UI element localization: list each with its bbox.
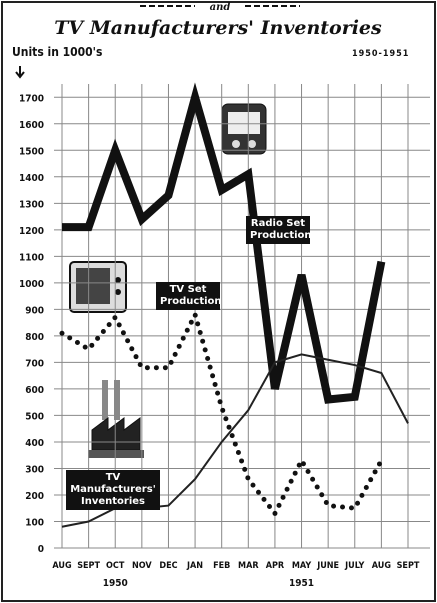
x-tick-label: JULY bbox=[344, 561, 364, 571]
tv-icon bbox=[70, 262, 126, 312]
x-tick-label: APR bbox=[266, 561, 285, 571]
y-tick-label: 100 bbox=[25, 517, 44, 528]
y-tick-label: 1700 bbox=[19, 93, 44, 104]
y-axis-label: Units in 1000's bbox=[12, 45, 102, 59]
y-tick-label: 200 bbox=[25, 491, 44, 502]
x-tick-label: SEPT bbox=[77, 561, 100, 571]
x-tick-label: JUNE bbox=[316, 561, 339, 571]
y-tick-label: 500 bbox=[25, 411, 44, 422]
y-tick-label: 1400 bbox=[19, 173, 44, 184]
y-tick-label: 800 bbox=[25, 332, 44, 343]
x-tick-label: AUG bbox=[372, 561, 392, 571]
axis-arrow bbox=[16, 66, 24, 77]
chart-title: TV Manufacturers' Inventories bbox=[54, 17, 382, 39]
y-tick-label: 1000 bbox=[19, 279, 44, 290]
period-label: 1950-1951 bbox=[352, 49, 409, 59]
radio-icon bbox=[222, 104, 266, 154]
y-tick-label: 900 bbox=[25, 305, 44, 316]
y-tick-label: 1200 bbox=[19, 226, 44, 237]
x-tick-label: NOV bbox=[132, 561, 152, 571]
subtitle: and bbox=[210, 2, 231, 13]
factory-icon bbox=[88, 380, 144, 458]
y-tick-label: 700 bbox=[25, 358, 44, 369]
x-tick-label: MAY bbox=[292, 561, 311, 571]
year-label: 1950 bbox=[103, 578, 128, 589]
y-tick-label: 1600 bbox=[19, 120, 44, 131]
y-tick-label: 0 bbox=[38, 544, 44, 555]
page: and TV Manufacturers' Inventories Units … bbox=[0, 0, 437, 603]
series-label: TV Manufacturers' Inventories bbox=[66, 470, 160, 510]
x-tick-label: MAR bbox=[238, 561, 259, 571]
y-tick-label: 300 bbox=[25, 464, 44, 475]
year-label: 1951 bbox=[289, 578, 314, 589]
y-tick-label: 1100 bbox=[19, 252, 44, 263]
y-tick-label: 1500 bbox=[19, 146, 44, 157]
x-tick-label: AUG bbox=[52, 561, 72, 571]
y-tick-label: 1300 bbox=[19, 199, 44, 210]
y-tick-label: 400 bbox=[25, 438, 44, 449]
x-tick-label: SEPT bbox=[397, 561, 420, 571]
y-tick-label: 600 bbox=[25, 385, 44, 396]
series-label: Radio Set Production bbox=[246, 216, 310, 244]
x-tick-label: DEC bbox=[159, 561, 177, 571]
x-tick-label: FEB bbox=[213, 561, 230, 571]
series-label: TV Set Production bbox=[156, 282, 220, 310]
x-tick-label: OCT bbox=[106, 561, 125, 571]
x-tick-label: JAN bbox=[186, 561, 203, 571]
